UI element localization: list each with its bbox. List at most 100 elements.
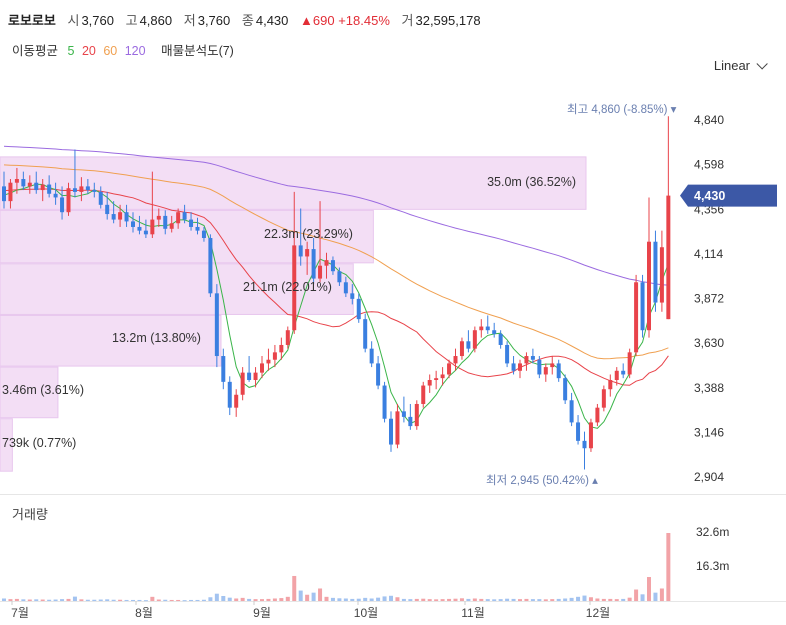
ma5-label[interactable]: 5 (67, 44, 75, 58)
scale-dropdown[interactable]: Linear (714, 58, 768, 73)
volume-bar (453, 598, 458, 601)
candle-body (201, 230, 206, 239)
volume-bar (189, 599, 194, 601)
open-value: 3,760 (81, 13, 114, 28)
candle-body (143, 230, 148, 235)
candle-body (556, 363, 561, 379)
low-label: 저 (183, 13, 196, 28)
volume-bar (318, 588, 323, 601)
volume-bar (240, 597, 245, 601)
candle-body (634, 282, 639, 353)
candle-body (105, 204, 110, 215)
month-label: 8월 (135, 606, 153, 620)
volume-bar (292, 575, 297, 601)
candle-body (40, 184, 45, 191)
candle-body (47, 184, 52, 194)
candle-body (595, 407, 600, 423)
candle-body (163, 215, 168, 229)
candle-body (279, 344, 284, 353)
volume-bar (47, 599, 52, 601)
max-price-label: 최고 4,860 (-8.85%) ▾ (567, 103, 677, 116)
volume-bar (150, 596, 155, 601)
candle-body (298, 245, 303, 257)
candle-body (182, 212, 187, 220)
candle-body (621, 370, 626, 375)
volume-bar (14, 598, 19, 601)
volume-bar (627, 597, 632, 601)
candle-body (563, 378, 568, 401)
volume-bar (53, 599, 58, 601)
volume-profile-label: 22.3m (23.29%) (264, 227, 353, 241)
candle-body (608, 380, 613, 390)
volume-bar (530, 599, 535, 601)
candle-body (376, 363, 381, 386)
candle-body (221, 356, 226, 382)
volume-bar (556, 598, 561, 601)
candle-body (21, 179, 26, 187)
candle-body (85, 186, 90, 191)
volume-bar (414, 598, 419, 601)
candle-body (627, 352, 632, 375)
volume-bar (27, 599, 32, 601)
candle-body (311, 249, 316, 279)
volume-bar (234, 598, 239, 601)
candle-body (382, 385, 387, 419)
volume-bar (285, 596, 290, 601)
candle-body (111, 214, 116, 220)
volume-bar (176, 599, 181, 601)
price-tick-label: 3,146 (694, 425, 724, 439)
volume-bar (595, 598, 600, 601)
ma60-label[interactable]: 60 (103, 44, 118, 58)
volume-bar (118, 599, 123, 601)
volume-bar (550, 599, 555, 601)
candle-body (285, 330, 290, 345)
price-tick-label: 3,872 (694, 292, 724, 306)
volume-bar (8, 599, 13, 601)
volume-tick-label: 32.6m (696, 525, 729, 539)
volume-bar (208, 597, 213, 601)
candle-body (659, 247, 664, 303)
volume-bar (298, 590, 303, 601)
price-tick-label: 4,114 (694, 247, 723, 261)
ma120-label[interactable]: 120 (124, 44, 146, 58)
volume-panel-title: 거래량 (12, 507, 48, 522)
volume-bar (311, 592, 316, 601)
axis-divider (0, 601, 786, 602)
volume-bar (124, 599, 129, 601)
volume-bar (492, 599, 497, 601)
candle-body (208, 238, 213, 294)
candle-body (92, 190, 97, 192)
high-label: 고 (125, 13, 138, 28)
candle-body (524, 356, 529, 364)
price-tick-label: 4,840 (694, 113, 724, 127)
candle-body (227, 381, 232, 408)
ma20-label[interactable]: 20 (81, 44, 96, 58)
candle-body (537, 359, 542, 375)
candle-body (356, 298, 361, 320)
volume-bar (221, 595, 226, 601)
candle-body (511, 363, 516, 371)
candle-body (247, 372, 252, 381)
month-label: 11월 (461, 606, 485, 620)
volume-bar (666, 533, 671, 601)
candle-body (343, 282, 348, 294)
volume-bar (472, 598, 477, 601)
volume-profile-label[interactable]: 매물분석도(7) (161, 44, 234, 58)
volume-profile-bar (0, 418, 13, 472)
candle-body (369, 348, 374, 364)
volume-bar (382, 596, 387, 601)
candle-body (240, 372, 245, 395)
candle-body (330, 260, 335, 272)
candle-body (395, 411, 400, 445)
candle-body (53, 193, 58, 198)
close-value: 4,430 (255, 13, 289, 28)
candle-body (79, 186, 84, 192)
candle-body (498, 333, 503, 345)
volume-bar (169, 599, 174, 601)
volume-bar (21, 599, 26, 601)
candle-body (530, 356, 535, 360)
ma-label[interactable]: 이동평균 (12, 44, 59, 58)
candle-body (569, 400, 574, 423)
month-label: 12월 (586, 606, 610, 620)
